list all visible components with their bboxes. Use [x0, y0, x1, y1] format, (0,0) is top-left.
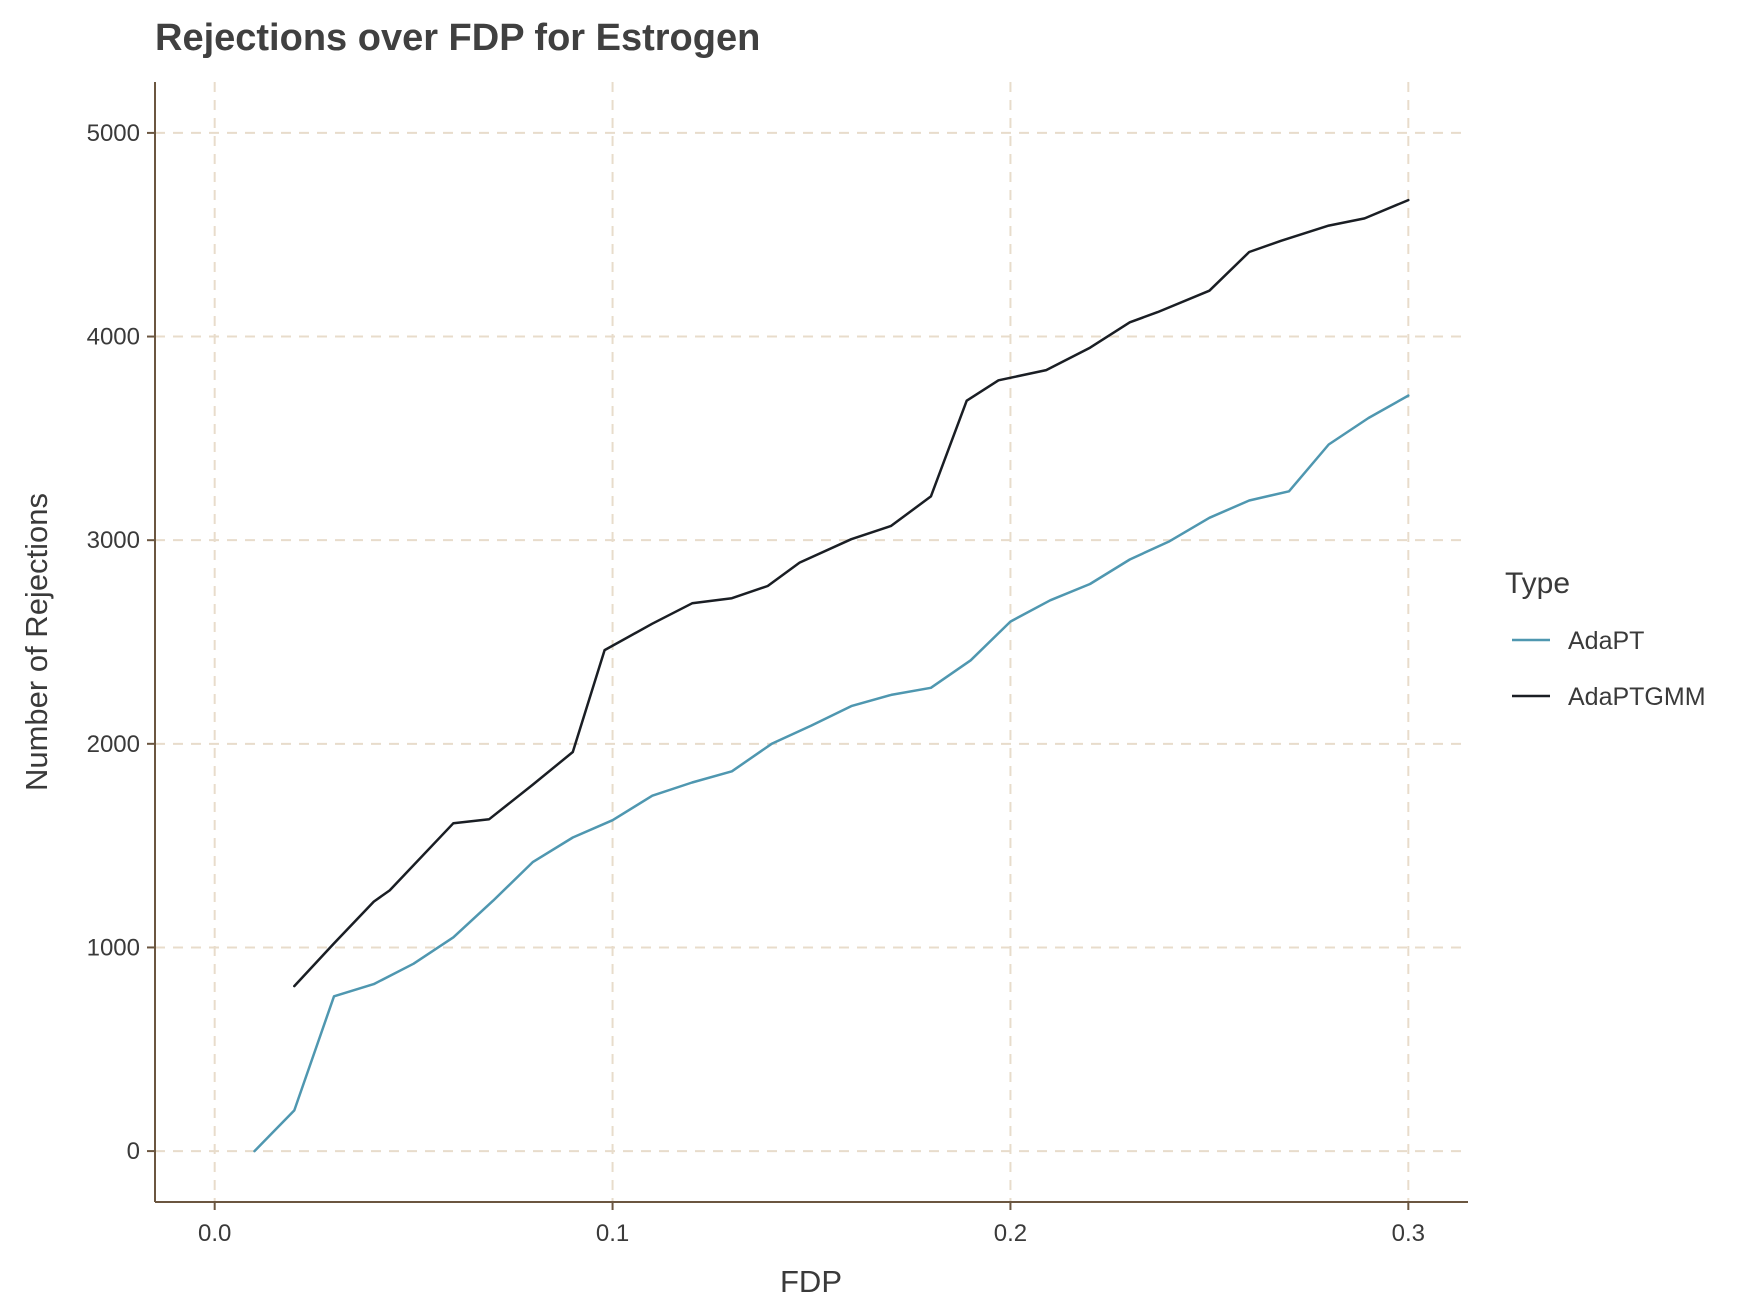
x-axis-title: FDP [780, 1264, 842, 1299]
x-tick-label: 0.2 [994, 1220, 1027, 1247]
series-line-adaptgmm [293, 198, 1410, 988]
legend-label-adapt: AdaPT [1568, 627, 1644, 655]
y-tick-label: 1000 [87, 934, 140, 961]
series-line-adapt [253, 394, 1410, 1153]
y-tick-label: 4000 [87, 324, 140, 351]
gridlines [155, 82, 1468, 1202]
y-tick-label: 2000 [87, 731, 140, 758]
y-tick-label: 5000 [87, 120, 140, 147]
legend-title: Type [1505, 567, 1570, 600]
x-tick-label: 0.1 [596, 1220, 629, 1247]
x-tick-label: 0.3 [1392, 1220, 1425, 1247]
y-tick-label: 3000 [87, 527, 140, 554]
y-axis-title: Number of Rejections [19, 493, 54, 791]
legend-label-adaptgmm: AdaPTGMM [1568, 683, 1706, 711]
series-lines [253, 198, 1410, 1153]
y-tick-label: 0 [127, 1138, 140, 1165]
x-tick-label: 0.0 [198, 1220, 231, 1247]
axis-ticks: 0 1000 2000 3000 4000 5000 0.0 0.1 0.2 0.3 [87, 120, 1425, 1247]
legend: Type AdaPT AdaPTGMM [1505, 567, 1706, 711]
chart-title: Rejections over FDP for Estrogen [155, 17, 760, 59]
